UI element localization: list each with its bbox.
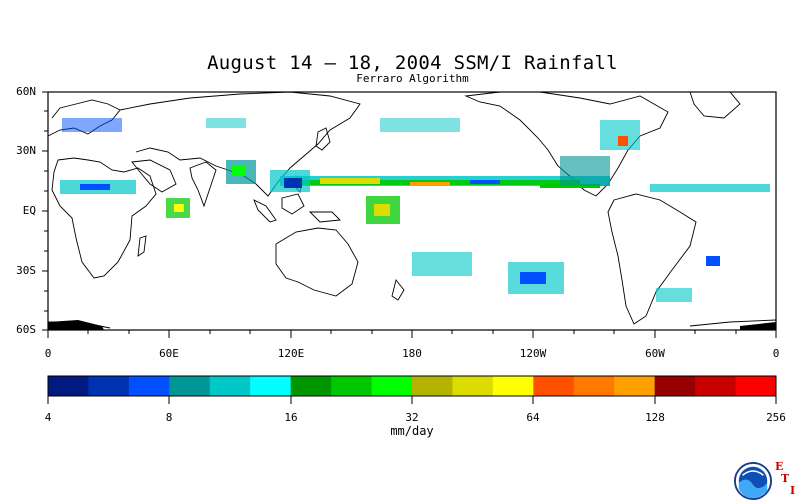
lon-ticks	[47, 330, 777, 338]
coast-new-guinea	[308, 211, 341, 223]
lat-label-60s: 60S	[16, 323, 36, 336]
colorbar-units: mm/day	[390, 424, 434, 438]
lon-label-60e: 60E	[159, 347, 179, 360]
lon-label-0-west: 0	[44, 347, 52, 360]
rainfall-cells	[60, 118, 770, 302]
coast-sumatra	[253, 199, 277, 223]
colorbar-label-16: 16	[284, 411, 298, 424]
colorbar-swatch	[88, 376, 130, 396]
colorbar-swatch	[48, 376, 89, 396]
eti-letter-i: I	[790, 484, 796, 497]
coast-africa	[51, 157, 157, 279]
coast-japan	[315, 127, 331, 151]
colorbar-swatch	[654, 376, 696, 396]
colorbar	[48, 376, 777, 396]
map-title: August 14 – 18, 2004 SSM/I Rainfall	[207, 52, 618, 74]
colorbar-label-32: 32	[405, 411, 419, 424]
lat-ticks	[42, 91, 48, 331]
colorbar-ticks	[47, 396, 777, 404]
lat-label-eq: EQ	[22, 204, 36, 217]
colorbar-swatch	[695, 376, 737, 396]
coast-greenland	[689, 91, 741, 119]
eti-letter-e: E	[775, 460, 784, 473]
noaa-logo	[734, 462, 772, 500]
colorbar-label-8: 8	[165, 411, 173, 424]
colorbar-swatch	[412, 376, 453, 396]
lon-label-120w: 120W	[519, 347, 547, 360]
lon-label-180: 180	[402, 347, 422, 360]
coast-arabia	[131, 159, 177, 193]
antarctic-ice-west	[48, 320, 104, 330]
coast-borneo	[281, 193, 305, 215]
lat-label-30s: 30S	[16, 264, 36, 277]
colorbar-swatch	[573, 376, 615, 396]
colorbar-swatch	[492, 376, 534, 396]
coast-asia	[119, 91, 361, 197]
colorbar-swatch	[533, 376, 575, 396]
colorbar-label-256: 256	[766, 411, 786, 424]
lon-label-60w: 60W	[645, 347, 665, 360]
colorbar-label-128: 128	[645, 411, 665, 424]
coast-india	[189, 161, 217, 208]
coast-south-america	[607, 193, 697, 325]
eti-letter-t: T	[781, 472, 790, 485]
colorbar-swatch	[209, 376, 251, 396]
lat-label-30n: 30N	[16, 144, 36, 157]
map-subtitle: Ferraro Algorithm	[356, 72, 469, 85]
colorbar-swatch	[250, 376, 292, 396]
coast-north-america	[464, 91, 669, 197]
antarctic-ice-east	[740, 322, 776, 330]
lon-label-0-east: 0	[772, 347, 780, 360]
coast-madagascar	[137, 235, 147, 257]
colorbar-swatch	[128, 376, 170, 396]
colorbar-swatch	[614, 376, 656, 396]
colorbar-label-4: 4	[44, 411, 52, 424]
colorbar-swatch	[452, 376, 494, 396]
coast-new-zealand	[391, 279, 405, 301]
colorbar-swatch	[735, 376, 777, 396]
colorbar-swatch	[169, 376, 211, 396]
colorbar-label-64: 64	[526, 411, 540, 424]
coast-australia	[275, 227, 359, 297]
colorbar-swatch	[371, 376, 413, 396]
colorbar-swatch	[331, 376, 373, 396]
lon-label-120e: 120E	[277, 347, 305, 360]
lat-label-60n: 60N	[16, 85, 36, 98]
colorbar-swatch	[290, 376, 332, 396]
